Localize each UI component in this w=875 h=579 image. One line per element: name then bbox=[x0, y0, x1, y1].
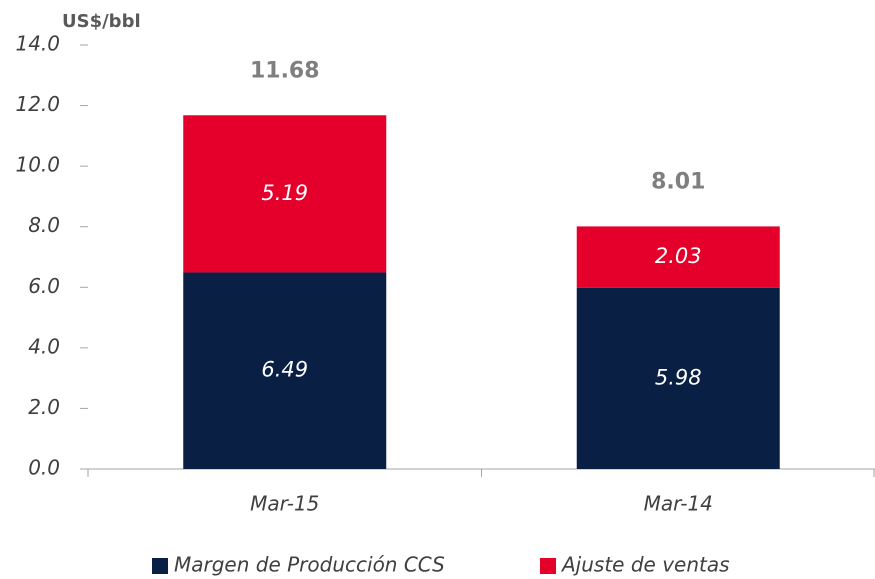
legend-label: Margen de Producción CCS bbox=[174, 553, 445, 577]
data-label: 6.49 bbox=[261, 358, 308, 382]
y-tick-label: 8.0 bbox=[28, 213, 60, 237]
data-label: 2.03 bbox=[655, 244, 702, 268]
y-tick-label: 12.0 bbox=[15, 92, 60, 116]
y-axis-label: US$/bbl bbox=[62, 11, 141, 32]
y-tick-label: 14.0 bbox=[15, 32, 60, 56]
data-label: 5.98 bbox=[655, 365, 702, 389]
legend-swatch bbox=[152, 558, 168, 574]
total-label: 11.68 bbox=[250, 58, 320, 83]
y-tick-label: 10.0 bbox=[15, 153, 60, 177]
bar-segment bbox=[183, 272, 387, 469]
x-tick-label: Mar-15 bbox=[250, 492, 319, 516]
legend-swatch bbox=[540, 558, 556, 574]
y-tick-label: 0.0 bbox=[28, 456, 60, 480]
y-tick-label: 4.0 bbox=[28, 334, 60, 358]
bar-segment bbox=[576, 287, 780, 469]
total-label: 8.01 bbox=[651, 169, 705, 194]
y-tick-label: 2.0 bbox=[28, 395, 60, 419]
x-tick-label: Mar-14 bbox=[644, 492, 713, 516]
y-tick-label: 6.0 bbox=[28, 274, 60, 298]
bar-segment bbox=[576, 226, 780, 288]
data-label: 5.19 bbox=[261, 181, 308, 205]
bar-segment bbox=[183, 115, 387, 273]
legend-label: Ajuste de ventas bbox=[560, 553, 730, 577]
